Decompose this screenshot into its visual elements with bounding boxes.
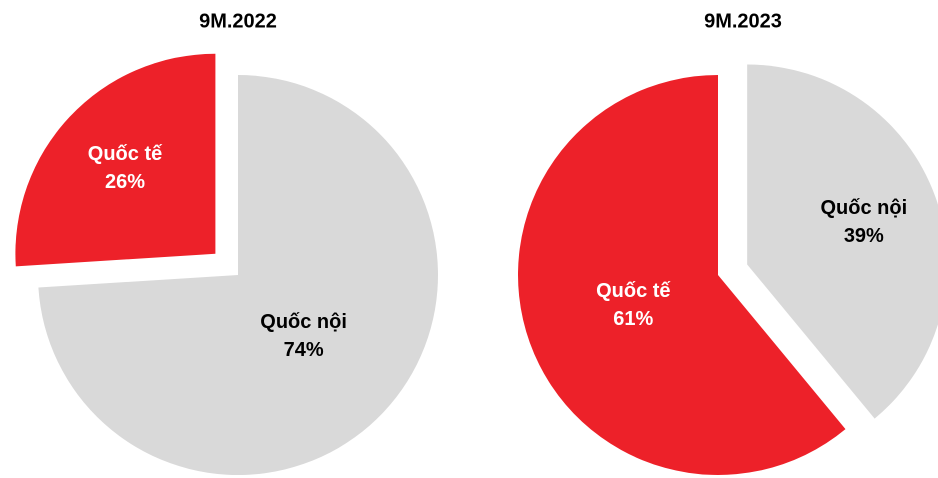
pie-slice [518, 75, 846, 475]
slice-value-label: 74% [284, 339, 324, 361]
slice-label: Quốc tế [88, 143, 163, 165]
pie-slice [15, 53, 216, 267]
slice-label: Quốc tế [596, 280, 671, 302]
chart-title: 9M.2022 [199, 10, 277, 32]
slice-label: Quốc nội [821, 197, 908, 219]
slice-value-label: 26% [105, 171, 145, 193]
slice-label: Quốc nội [260, 311, 347, 333]
pie-slice [747, 64, 938, 419]
slice-value-label: 39% [844, 225, 884, 247]
pie-slice [38, 75, 438, 476]
chart-title: 9M.2023 [704, 10, 782, 32]
slice-value-label: 61% [613, 308, 653, 330]
